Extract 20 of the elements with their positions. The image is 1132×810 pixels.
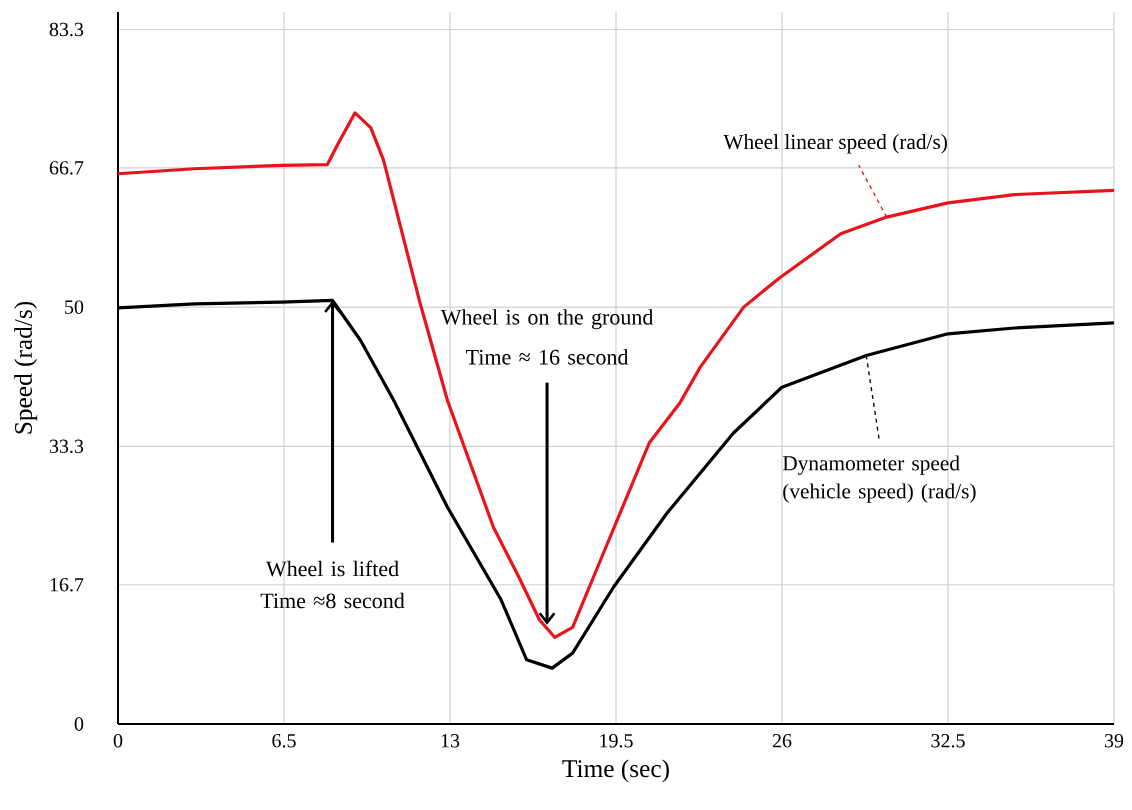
y-tick-label: 16.7	[50, 578, 84, 592]
text: Wheel linear speed (rad/s)	[723, 134, 947, 154]
x-tick-label: 13	[441, 734, 460, 748]
x-tick-label: 6.5	[272, 734, 296, 748]
x-tick-label: 39	[1104, 734, 1124, 748]
x-tick-label: 32.5	[931, 734, 965, 748]
line-series	[116, 111, 1116, 639]
y-tick-label: 0	[74, 717, 84, 731]
y-tick-label: 83.3	[49, 22, 84, 37]
x-axis-title: Time (sec)	[562, 759, 669, 783]
x-tick-label: 0	[113, 734, 123, 748]
x-tick-label: 26	[772, 734, 792, 748]
y-tick-label: 33.3	[49, 439, 84, 454]
annotation: Wheel is lifted Time ≈8 second	[260, 560, 405, 609]
y-tick-label: 50	[65, 300, 84, 314]
y-tick-label: 66.7	[49, 161, 84, 175]
annotation: Wheel is on the ground Time ≈ 16 second	[440, 309, 654, 365]
x-tick-label: 19.5	[600, 734, 633, 748]
y-axis-title: Speed (rad/s)	[14, 301, 38, 434]
text: Dynamometer speed (vehicle speed) (rad/s)	[782, 455, 976, 503]
